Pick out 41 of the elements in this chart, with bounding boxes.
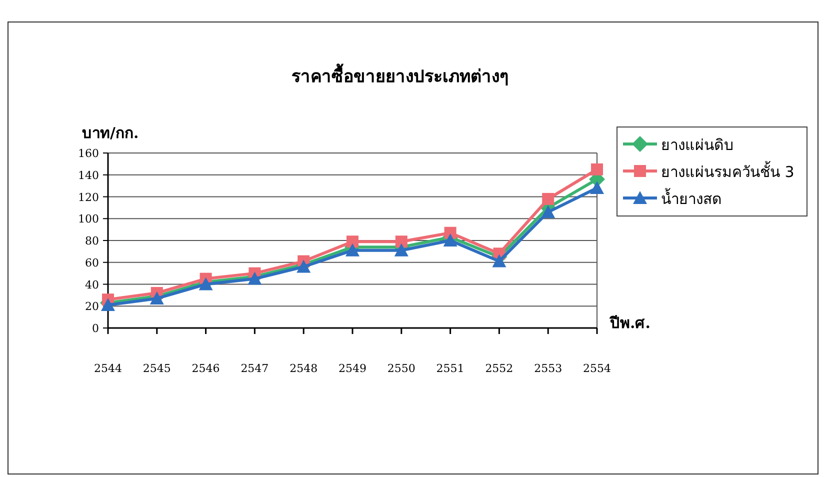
point — [395, 236, 408, 248]
x-tick-label: 2553 — [534, 362, 562, 375]
x-tick-label: 2551 — [436, 362, 464, 375]
point — [492, 254, 506, 268]
point — [541, 205, 556, 218]
x-tick-label: 2549 — [338, 362, 366, 375]
point — [346, 236, 358, 248]
legend-label: น้ำยางสด — [661, 188, 722, 208]
x-tick-label: 2550 — [387, 362, 416, 375]
point — [101, 298, 115, 312]
point — [296, 260, 311, 273]
x-tick-label: 2546 — [192, 362, 220, 375]
point — [150, 291, 164, 304]
x-axis-title: ปีพ.ศ. — [609, 314, 650, 332]
x-tick-label: 2544 — [94, 362, 122, 375]
x-tick-label: 2552 — [485, 362, 514, 375]
y-tick-label: 140 — [78, 168, 99, 182]
y-tick-label: 20 — [85, 300, 99, 314]
legend-label: ยางแผ่นดิบ — [661, 136, 734, 154]
y-tick-label: 40 — [85, 278, 99, 292]
point — [248, 272, 262, 285]
legend-label: ยางแผ่นรมควันชั้น 3 — [661, 161, 794, 181]
point — [590, 181, 604, 194]
y-axis-title: บาท/กก. — [82, 124, 139, 142]
y-tick-label: 160 — [78, 147, 99, 160]
point — [542, 192, 554, 205]
y-tick-label: 80 — [85, 234, 99, 248]
point — [198, 277, 213, 290]
chart-title: ราคาซื้อขายยางประเภทต่างๆ — [292, 63, 508, 87]
x-tick-label: 2547 — [240, 362, 269, 375]
point — [591, 163, 603, 176]
point — [346, 243, 360, 256]
point — [394, 243, 408, 256]
y-tick-label: 60 — [85, 256, 99, 270]
y-tick-label: 0 — [92, 322, 99, 335]
y-tick-label: 100 — [78, 212, 99, 226]
x-tick-label: 2545 — [142, 362, 171, 375]
point — [443, 234, 458, 246]
y-tick-label: 120 — [78, 190, 99, 204]
x-tick-label: 2554 — [583, 362, 611, 375]
x-tick-label: 2548 — [290, 362, 318, 375]
